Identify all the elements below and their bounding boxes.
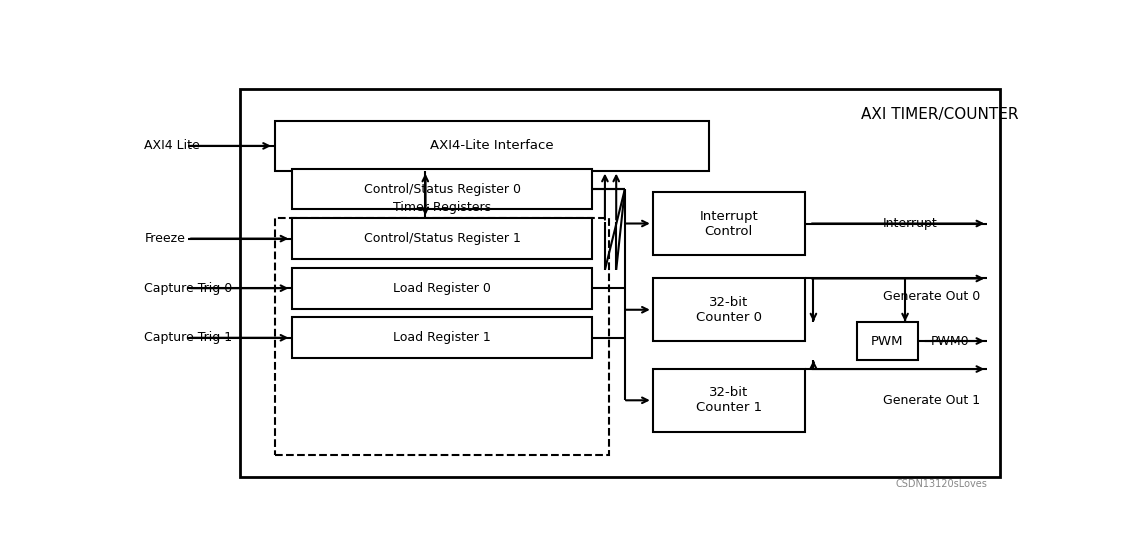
- Text: Timer Registers: Timer Registers: [393, 201, 491, 214]
- Bar: [275, 121, 710, 171]
- Bar: [293, 218, 592, 259]
- Text: Generate Out 1: Generate Out 1: [883, 394, 980, 407]
- Bar: [275, 218, 610, 455]
- Bar: [652, 369, 805, 432]
- Text: 32-bit
Counter 1: 32-bit Counter 1: [696, 386, 762, 414]
- Text: AXI TIMER/COUNTER: AXI TIMER/COUNTER: [861, 107, 1018, 122]
- Text: AXI4 Lite: AXI4 Lite: [145, 139, 201, 152]
- Bar: [240, 88, 1000, 477]
- Text: Control/Status Register 0: Control/Status Register 0: [363, 183, 520, 195]
- Text: Capture Trig 1: Capture Trig 1: [145, 332, 232, 344]
- Text: CSDN13120sLoves: CSDN13120sLoves: [896, 479, 988, 489]
- Text: Freeze: Freeze: [145, 232, 185, 245]
- Text: PWM0: PWM0: [930, 334, 970, 348]
- Bar: [293, 169, 592, 209]
- Text: Interrupt
Control: Interrupt Control: [700, 209, 758, 237]
- Bar: [652, 278, 805, 341]
- Text: Interrupt: Interrupt: [883, 217, 937, 230]
- Bar: [293, 268, 592, 309]
- Text: Load Register 1: Load Register 1: [393, 332, 491, 344]
- Bar: [856, 321, 918, 361]
- Text: 32-bit
Counter 0: 32-bit Counter 0: [696, 296, 762, 324]
- Text: Generate Out 0: Generate Out 0: [883, 290, 980, 303]
- Text: AXI4-Lite Interface: AXI4-Lite Interface: [430, 139, 554, 152]
- Text: Load Register 0: Load Register 0: [393, 282, 491, 295]
- Text: Capture Trig 0: Capture Trig 0: [145, 282, 233, 295]
- Text: PWM: PWM: [871, 334, 904, 348]
- Bar: [293, 318, 592, 358]
- Bar: [652, 192, 805, 255]
- Text: Control/Status Register 1: Control/Status Register 1: [363, 232, 520, 245]
